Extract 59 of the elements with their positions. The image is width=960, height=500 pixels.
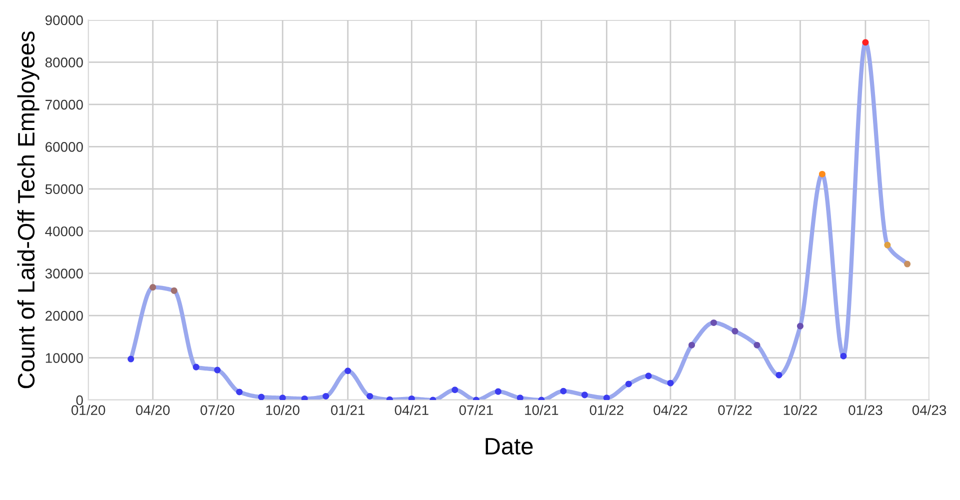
y-tick-label: 90000	[45, 15, 83, 26]
point	[840, 352, 847, 360]
point	[645, 372, 652, 380]
point	[516, 394, 524, 400]
point	[688, 342, 695, 348]
point	[170, 287, 178, 294]
point	[603, 394, 610, 400]
y-axis-title: Count of Laid-Off Tech Employees	[17, 31, 40, 388]
y-tick-label: 10000	[46, 353, 83, 363]
point	[818, 170, 826, 178]
point	[192, 364, 200, 370]
y-tick-label: 60000	[46, 142, 83, 152]
point	[322, 392, 330, 400]
x-tick-label: 01/21	[331, 404, 365, 416]
x-tick-label: 04/20	[136, 404, 170, 416]
x-tick-label: 01/22	[590, 404, 624, 416]
point	[279, 394, 286, 400]
x-tick-label: 04/21	[394, 404, 428, 416]
point	[150, 284, 156, 291]
x-tick-label: 07/20	[200, 404, 234, 416]
point	[904, 260, 911, 268]
point	[214, 366, 221, 374]
x-tick-label: 10/21	[525, 404, 558, 416]
point	[366, 392, 374, 400]
y-tick-label: 70000	[46, 100, 83, 110]
point	[408, 395, 415, 400]
point	[128, 356, 134, 362]
y-tick-label: 50000	[45, 184, 83, 194]
point	[236, 388, 243, 396]
y-tick-label: 30000	[45, 268, 83, 279]
point	[732, 328, 738, 334]
point	[776, 372, 782, 378]
x-axis-title: Date	[486, 438, 533, 455]
y-tick-label: 20000	[46, 310, 83, 321]
x-tick-label: 10/20	[266, 404, 300, 416]
x-tick-label: 01/23	[848, 404, 882, 416]
point	[344, 368, 352, 374]
point	[862, 39, 869, 46]
x-tick-label: 04/22	[654, 404, 688, 416]
x-tick-label: 07/21	[459, 404, 493, 416]
point	[258, 394, 265, 400]
point	[452, 386, 458, 394]
point	[884, 242, 891, 248]
y-tick-label: 80000	[45, 58, 83, 68]
point	[560, 388, 567, 394]
y-tick-label: 40000	[45, 226, 83, 236]
point	[667, 380, 674, 386]
point	[581, 392, 588, 398]
x-tick-label: 10/22	[784, 404, 817, 416]
x-tick-label: 04/23	[912, 404, 946, 416]
x-tick-label: 01/20	[71, 404, 106, 416]
point	[754, 342, 760, 348]
point	[710, 319, 717, 326]
point	[796, 322, 804, 330]
point	[625, 380, 632, 388]
x-tick-label: 07/22	[718, 404, 752, 416]
y-tick-label: 0	[76, 395, 83, 406]
point	[494, 388, 502, 395]
point	[301, 395, 308, 400]
